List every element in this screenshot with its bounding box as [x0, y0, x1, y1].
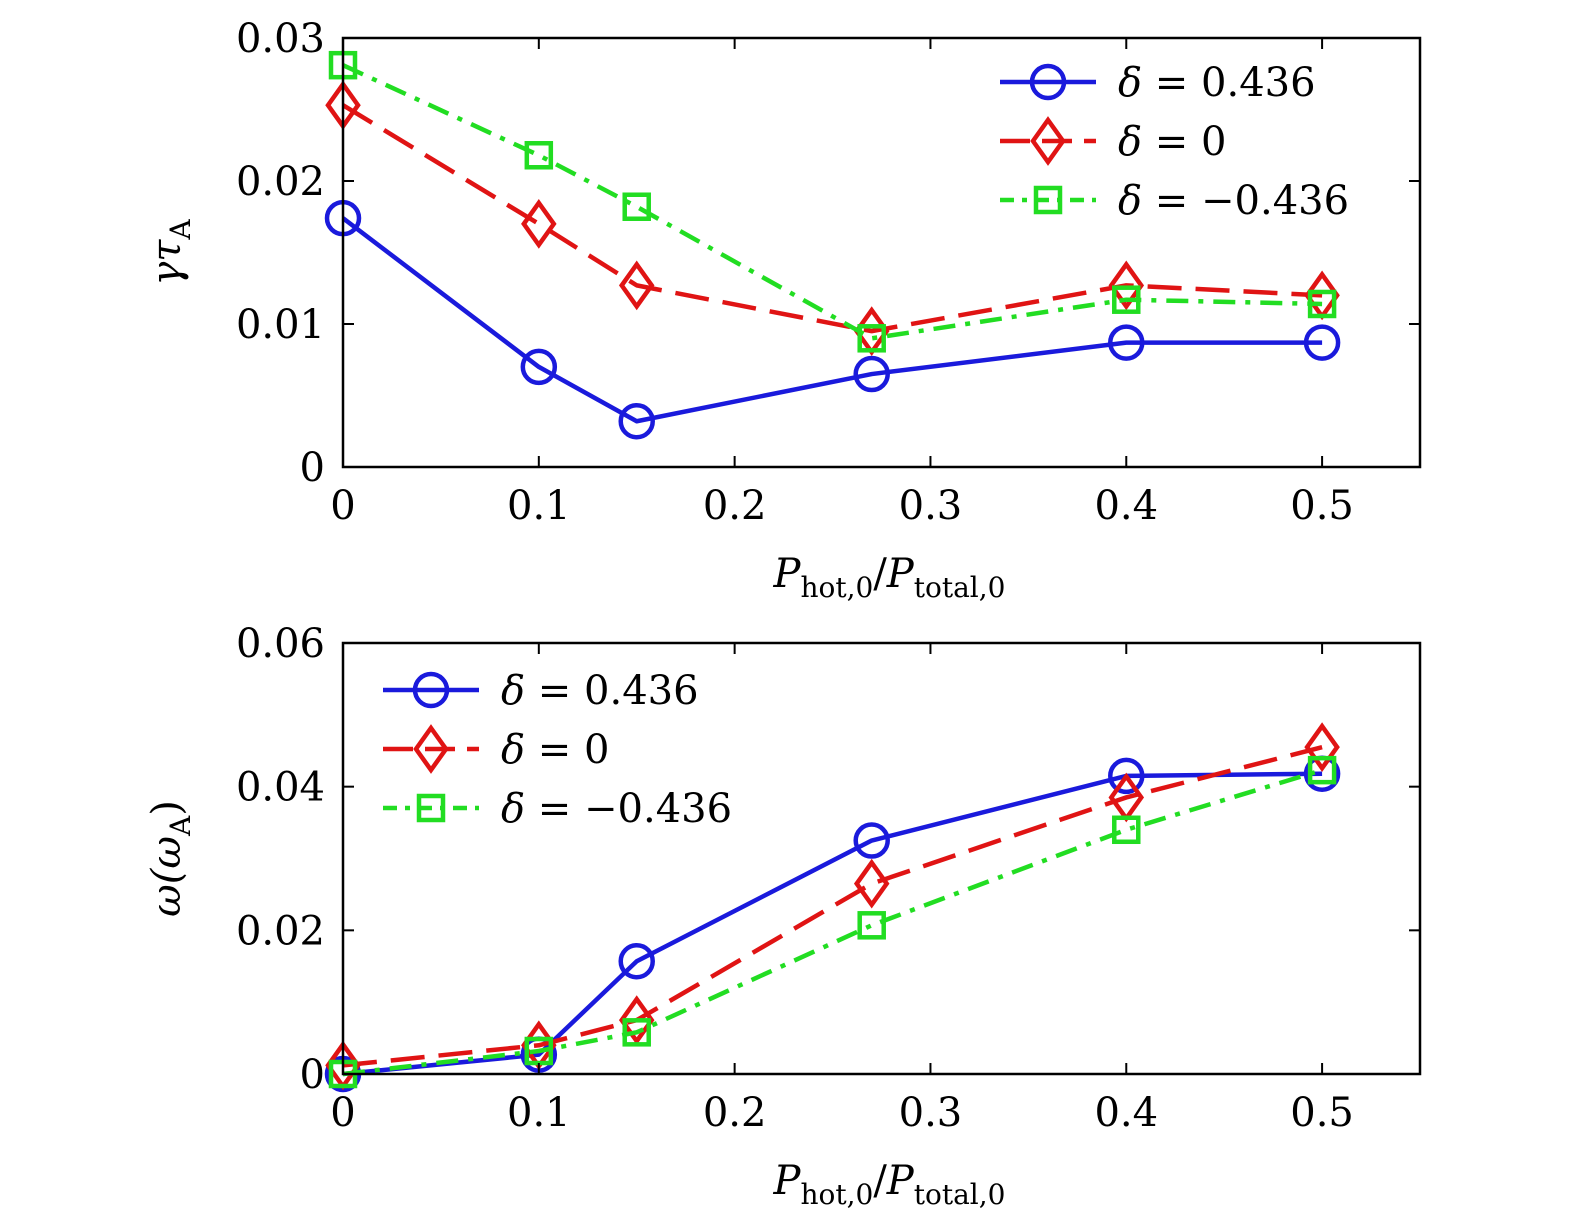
series-line-1 [342, 771, 1323, 1077]
series-line-2 [342, 744, 1323, 1068]
y-tick-label: 0 [300, 445, 325, 491]
data-point-s3-5 [1112, 285, 1141, 314]
x-tick-label: 0.2 [703, 483, 767, 529]
legend-marker-1 [412, 671, 450, 709]
legend-symbol: δ [501, 668, 525, 714]
data-point-s2-2 [521, 199, 557, 249]
data-point-s3-5 [1112, 815, 1141, 845]
x-label-sep: / [873, 1158, 887, 1204]
legend-symbol: δ [1118, 119, 1142, 165]
data-point-s1-5 [1108, 324, 1145, 361]
series-line-2 [341, 103, 1323, 334]
data-point-s3-4 [857, 911, 886, 940]
y-label-main: ω(ω [144, 836, 190, 917]
y-tick-label: 0.06 [236, 621, 325, 667]
data-point-s2-5 [1108, 260, 1145, 311]
legend-symbol: δ [501, 786, 525, 832]
y-tick-label: 0 [300, 1052, 325, 1098]
x-tick-label: 0.4 [1094, 1090, 1158, 1136]
legend-marker-2 [413, 724, 449, 774]
y-tick-label: 0.02 [236, 908, 325, 954]
data-point-s1-3 [618, 942, 655, 980]
plot-frame [341, 36, 1422, 469]
y-axis-label: γτA [144, 219, 197, 286]
data-point-s1-2 [520, 348, 558, 386]
legend-label-3: δ = −0.436 [501, 786, 732, 832]
chart-frequency: 0 0.1 0.2 0.3 0.4 0.500.020.040.06Phot,0/Ptot… [144, 621, 1422, 1211]
legend-label-1: δ = 0.436 [501, 668, 699, 714]
data-point-s3-6 [1307, 755, 1337, 785]
x-tick-label: 0.4 [1094, 483, 1158, 529]
x-label-main: P [773, 551, 802, 597]
y-tick-label: 0.01 [236, 302, 325, 348]
x-tick-label: 0.3 [899, 1090, 963, 1136]
x-tick-label: 0.5 [1290, 483, 1354, 529]
y-tick-label: 0.04 [236, 765, 325, 811]
x-tick-label: 0.5 [1290, 1090, 1354, 1136]
legend-symbol: δ [1118, 60, 1142, 106]
data-point-s1-6 [1303, 324, 1341, 361]
data-point-s3-3 [622, 1018, 651, 1047]
x-tick-label: 0.3 [899, 483, 963, 529]
y-label-sub: A [164, 815, 197, 837]
x-tick-label: 0.2 [703, 1090, 767, 1136]
data-point-s1-5 [1108, 757, 1145, 795]
legend-marker-3 [416, 793, 446, 823]
x-axis-label: Phot,0/Ptotal,0 [773, 551, 1006, 604]
data-point-s2-3 [618, 260, 655, 311]
y-axis-label: ω(ωA) [144, 800, 197, 917]
data-point-s1-3 [618, 402, 655, 440]
legend-label-2: δ = 0 [1118, 119, 1227, 165]
data-point-s2-3 [618, 995, 655, 1045]
x-label-main2: P [886, 551, 915, 597]
legend-symbol: δ [501, 727, 525, 773]
data-point-s3-3 [622, 192, 651, 221]
x-tick-label: 0 [330, 1090, 355, 1136]
y-label-sub: A [164, 219, 197, 241]
legend-marker-3 [1033, 185, 1063, 215]
x-label-sub: hot,0 [800, 571, 873, 604]
x-tick-label: 0 [330, 483, 355, 529]
data-point-s3-6 [1307, 289, 1337, 319]
legend-value: = −0.436 [1142, 178, 1349, 224]
x-label-sep: / [873, 551, 887, 597]
legend-value: = 0 [1142, 119, 1226, 165]
data-point-s1-4 [853, 822, 890, 859]
data-point-s2-4 [853, 858, 890, 909]
series-line-1 [341, 216, 1323, 424]
legend-marker-1 [1029, 63, 1067, 101]
x-axis-label: Phot,0/Ptotal,0 [773, 1158, 1006, 1211]
x-tick-label: 0.1 [507, 1090, 571, 1136]
legend-label-3: δ = −0.436 [1118, 178, 1349, 224]
legend-value: = 0.436 [525, 668, 698, 714]
y-tick-label: 0.02 [236, 159, 325, 205]
legend-marker-2 [1030, 116, 1066, 166]
y-label-main: γτ [144, 239, 190, 286]
series-line-3 [342, 767, 1323, 1077]
legend-label-1: δ = 0.436 [1118, 60, 1316, 106]
legend-symbol: δ [1118, 178, 1142, 224]
plot-frame [341, 641, 1422, 1076]
data-point-s1-4 [853, 355, 890, 393]
x-label-sub: hot,0 [800, 1178, 873, 1211]
x-label-main2: P [886, 1158, 915, 1204]
legend-value: = 0.436 [1142, 60, 1315, 106]
legend-label-2: δ = 0 [501, 727, 610, 773]
x-tick-label: 0.1 [507, 483, 571, 529]
y-label-tail: ) [144, 800, 190, 816]
data-point-s2-6 [1304, 722, 1340, 773]
x-label-sub2: total,0 [914, 571, 1006, 604]
data-point-s3-4 [857, 324, 886, 353]
x-label-sub2: total,0 [914, 1178, 1006, 1211]
x-label-main: P [773, 1158, 802, 1204]
data-point-s3-2 [524, 141, 554, 170]
legend-value: = −0.436 [525, 786, 732, 832]
legend-value: = 0 [525, 727, 609, 773]
chart-growth: 0 0.1 0.2 0.3 0.4 0.500.010.020.03Phot,0/Ptot… [144, 16, 1422, 604]
y-tick-label: 0.03 [236, 16, 325, 62]
